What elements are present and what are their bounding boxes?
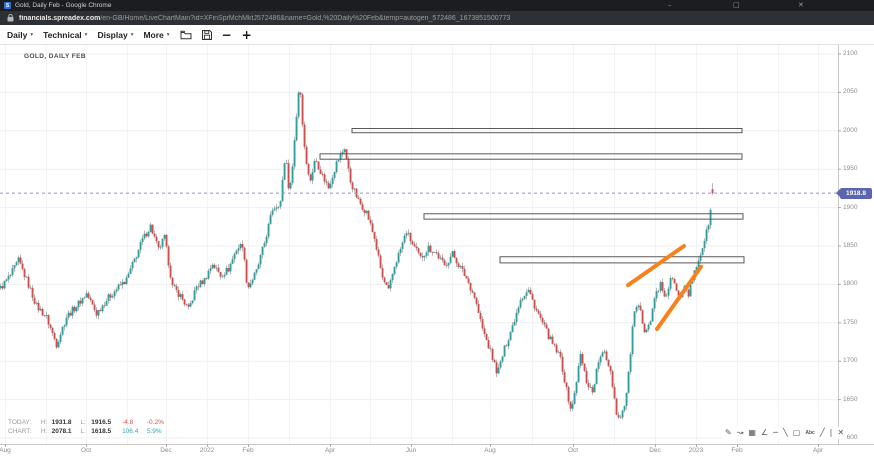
x-tick-label: 2022 bbox=[199, 447, 215, 454]
high-label: H: bbox=[40, 428, 48, 435]
polyline-arrow-tool-icon[interactable]: ↝ bbox=[736, 428, 744, 437]
menu-technical[interactable]: Technical ▾ bbox=[43, 30, 87, 40]
chevron-down-icon: ▾ bbox=[130, 31, 134, 38]
menu-daily-label: Daily bbox=[7, 29, 28, 40]
save-icon bbox=[201, 29, 212, 40]
menu-display-label: Display bbox=[97, 29, 128, 40]
trend-line-tool-icon[interactable]: ╲ bbox=[782, 428, 788, 437]
x-tick-label: Dec bbox=[160, 447, 172, 454]
chart-area: GOLD, DAILY FEB 2100 2050 2000 1950 1900 1850… bbox=[0, 45, 874, 458]
high-label: H: bbox=[40, 419, 48, 426]
price-tick-label: 1600 bbox=[843, 434, 858, 441]
x-tick-label: 2023 bbox=[688, 447, 704, 454]
zoom-in-button[interactable]: + bbox=[241, 27, 252, 42]
browser-urlbar[interactable]: financials.spreadex.com/en-GB/Home/LiveC… bbox=[0, 11, 874, 25]
today-low-value: 1916.5 bbox=[91, 419, 112, 426]
price-tick-label: 2050 bbox=[843, 88, 858, 96]
chart-change-pct: 5.9% bbox=[146, 428, 162, 435]
diagonal-line-tool-icon[interactable]: ╱ bbox=[819, 428, 825, 437]
lock-icon bbox=[7, 14, 14, 22]
menu-daily[interactable]: Daily ▾ bbox=[7, 30, 33, 40]
url-domain: financials.spreadex.com bbox=[19, 14, 101, 22]
price-tick-label: 1800 bbox=[843, 280, 858, 288]
price-axis[interactable]: 2100 2050 2000 1950 1900 1850 1800 1750 1700 1650… bbox=[843, 45, 874, 445]
chevron-down-icon: ▾ bbox=[166, 31, 170, 38]
x-tick-label: Aug bbox=[0, 447, 11, 454]
today-stats-row: TODAY: H: 1931.8 L: 1916.5 -4.8 -0.2% bbox=[8, 418, 164, 427]
chart-high-value: 2078.1 bbox=[51, 428, 72, 435]
menu-more[interactable]: More ▾ bbox=[143, 30, 169, 40]
menu-more-label: More bbox=[143, 29, 164, 40]
pen-tool-icon[interactable]: ✎ bbox=[725, 428, 732, 437]
close-tools-tool-icon[interactable]: ✕ bbox=[837, 428, 845, 437]
menu-display[interactable]: Display ▾ bbox=[97, 30, 133, 40]
price-tick-label: 1650 bbox=[843, 395, 858, 403]
close-button[interactable]: ✕ bbox=[798, 1, 804, 9]
save-chart-button[interactable] bbox=[201, 29, 212, 40]
price-tick-label: 2100 bbox=[843, 50, 858, 57]
today-high-value: 1931.8 bbox=[51, 419, 72, 426]
symbol-label: GOLD, DAILY FEB bbox=[24, 53, 86, 60]
open-chart-button[interactable] bbox=[180, 30, 192, 40]
menu-technical-label: Technical bbox=[43, 29, 82, 40]
fib-grid-tool-icon[interactable]: ▦ bbox=[748, 428, 756, 437]
stats-panel: TODAY: H: 1931.8 L: 1916.5 -4.8 -0.2% CH… bbox=[8, 418, 164, 436]
low-label: L: bbox=[80, 428, 86, 435]
chevron-down-icon: ▾ bbox=[84, 31, 88, 38]
x-tick-label: Apr bbox=[324, 447, 336, 454]
url-path: /en-GB/Home/LiveChartMain?id=XFinSprMchM… bbox=[100, 14, 511, 22]
x-tick-label: Aug bbox=[484, 447, 496, 454]
chart-label: CHART: bbox=[8, 428, 32, 435]
current-price-badge: 1918.8 bbox=[836, 187, 872, 199]
x-tick-label: Feb bbox=[731, 447, 743, 454]
drawing-toolbar: ✎ ↝ ▦ ∠ ─ ╲ ▢ Abc ╱ | ✕ bbox=[722, 427, 848, 439]
price-tick-label: 1700 bbox=[843, 357, 858, 365]
fan-lines-tool-icon[interactable]: ∠ bbox=[760, 428, 769, 437]
candlestick-chart[interactable] bbox=[0, 45, 874, 458]
horizontal-line-tool-icon[interactable]: ─ bbox=[773, 428, 778, 437]
x-tick-label: Feb bbox=[242, 447, 254, 454]
chart-toolbar: Daily ▾ Technical ▾ Display ▾ More ▾ − + bbox=[0, 25, 874, 45]
chart-stats-row: CHART: H: 2078.1 L: 1618.5 106.4 5.9% bbox=[8, 427, 164, 436]
today-label: TODAY: bbox=[8, 419, 32, 426]
x-tick-label: Oct bbox=[80, 447, 92, 454]
today-change: -4.8 bbox=[122, 419, 134, 426]
price-tick-label: 1900 bbox=[843, 203, 858, 211]
open-folder-icon bbox=[180, 30, 192, 39]
maximize-button[interactable]: □ bbox=[733, 1, 740, 9]
minimize-button[interactable]: – bbox=[668, 1, 672, 9]
spreadex-favicon-icon: S bbox=[4, 2, 11, 9]
price-tick-label: 2000 bbox=[843, 126, 858, 134]
x-axis[interactable]: Aug Oct Dec 2022 Feb Apr Jun Aug Oct Dec 2023 Feb Ap… bbox=[0, 447, 874, 458]
address-text: financials.spreadex.com/en-GB/Home/LiveC… bbox=[19, 15, 510, 22]
price-tick-label: 1850 bbox=[843, 242, 858, 249]
price-tick-label: 1750 bbox=[843, 318, 858, 326]
x-tick-label: Apr bbox=[812, 447, 824, 454]
chart-change: 106.4 bbox=[122, 428, 139, 435]
x-tick-label: Jun bbox=[405, 447, 417, 454]
chart-low-value: 1618.5 bbox=[91, 428, 112, 435]
browser-titlebar: S Gold, Daily Feb - Google Chrome – □ ✕ bbox=[0, 0, 874, 11]
chevron-down-icon: ▾ bbox=[30, 31, 34, 38]
x-tick-label: Dec bbox=[649, 447, 661, 454]
zoom-out-button[interactable]: − bbox=[221, 27, 232, 42]
rectangle-tool-icon[interactable]: ▢ bbox=[792, 428, 801, 437]
x-tick-label: Oct bbox=[567, 447, 579, 454]
window-title: Gold, Daily Feb - Google Chrome bbox=[15, 2, 112, 9]
today-change-pct: -0.2% bbox=[146, 419, 164, 426]
vertical-line-tool-icon[interactable]: | bbox=[829, 428, 833, 437]
price-tick-label: 1950 bbox=[843, 165, 858, 173]
text-tool-icon[interactable]: Abc bbox=[805, 430, 815, 436]
low-label: L: bbox=[80, 419, 86, 426]
